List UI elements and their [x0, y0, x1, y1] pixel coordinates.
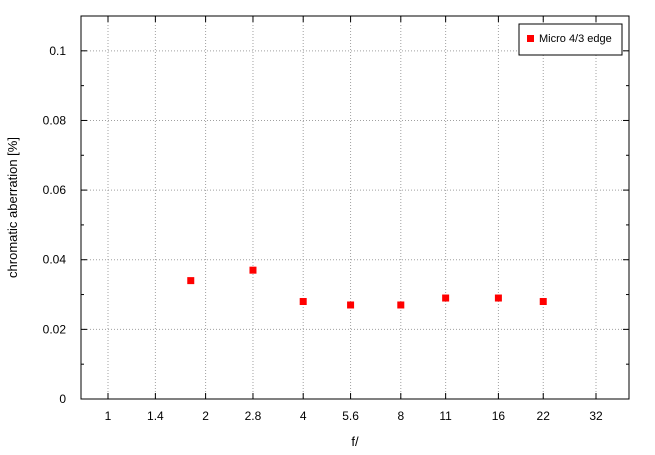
y-tick-label: 0.1	[49, 44, 66, 58]
axis-ticks	[81, 16, 629, 400]
x-tick-label: 4	[300, 409, 307, 423]
x-tick-label: 22	[537, 409, 551, 423]
data-point	[442, 294, 450, 302]
data-point	[299, 298, 307, 306]
x-tick-label: 11	[439, 409, 452, 423]
grid-lines	[81, 16, 629, 399]
legend: Micro 4/3 edge	[518, 23, 623, 56]
plot-area-frame	[80, 15, 630, 400]
data-points	[187, 266, 547, 309]
legend-marker-square	[527, 35, 534, 42]
y-tick-label: 0.02	[43, 322, 67, 336]
y-axis-label: chromatic aberration [%]	[5, 137, 20, 278]
y-tick-label: 0.08	[43, 113, 67, 127]
x-tick-label: 2.8	[245, 409, 262, 423]
data-point	[539, 298, 547, 306]
x-tick-label: 5.6	[342, 409, 359, 423]
x-tick-label: 1	[105, 409, 112, 423]
x-tick-label: 8	[397, 409, 404, 423]
x-tick-label: 1.4	[147, 409, 164, 423]
data-point	[397, 301, 405, 309]
x-tick-labels: 1 1.4 2 2.8 4 5.6 8 11 16 22 32	[105, 409, 603, 423]
data-point	[347, 301, 355, 309]
x-tick-label: 2	[202, 409, 209, 423]
y-tick-label: 0.04	[43, 253, 67, 267]
y-tick-label: 0	[59, 392, 66, 406]
x-axis-label: f/	[351, 434, 359, 449]
y-tick-labels: 0 0.02 0.04 0.06 0.08 0.1	[43, 44, 67, 406]
y-tick-label: 0.06	[43, 183, 67, 197]
legend-box	[518, 23, 623, 56]
legend-entry-label: Micro 4/3 edge	[539, 33, 612, 45]
x-tick-label: 16	[492, 409, 506, 423]
data-point	[249, 266, 257, 274]
data-point	[494, 294, 502, 302]
data-point	[187, 277, 195, 285]
x-tick-label: 32	[589, 409, 603, 423]
